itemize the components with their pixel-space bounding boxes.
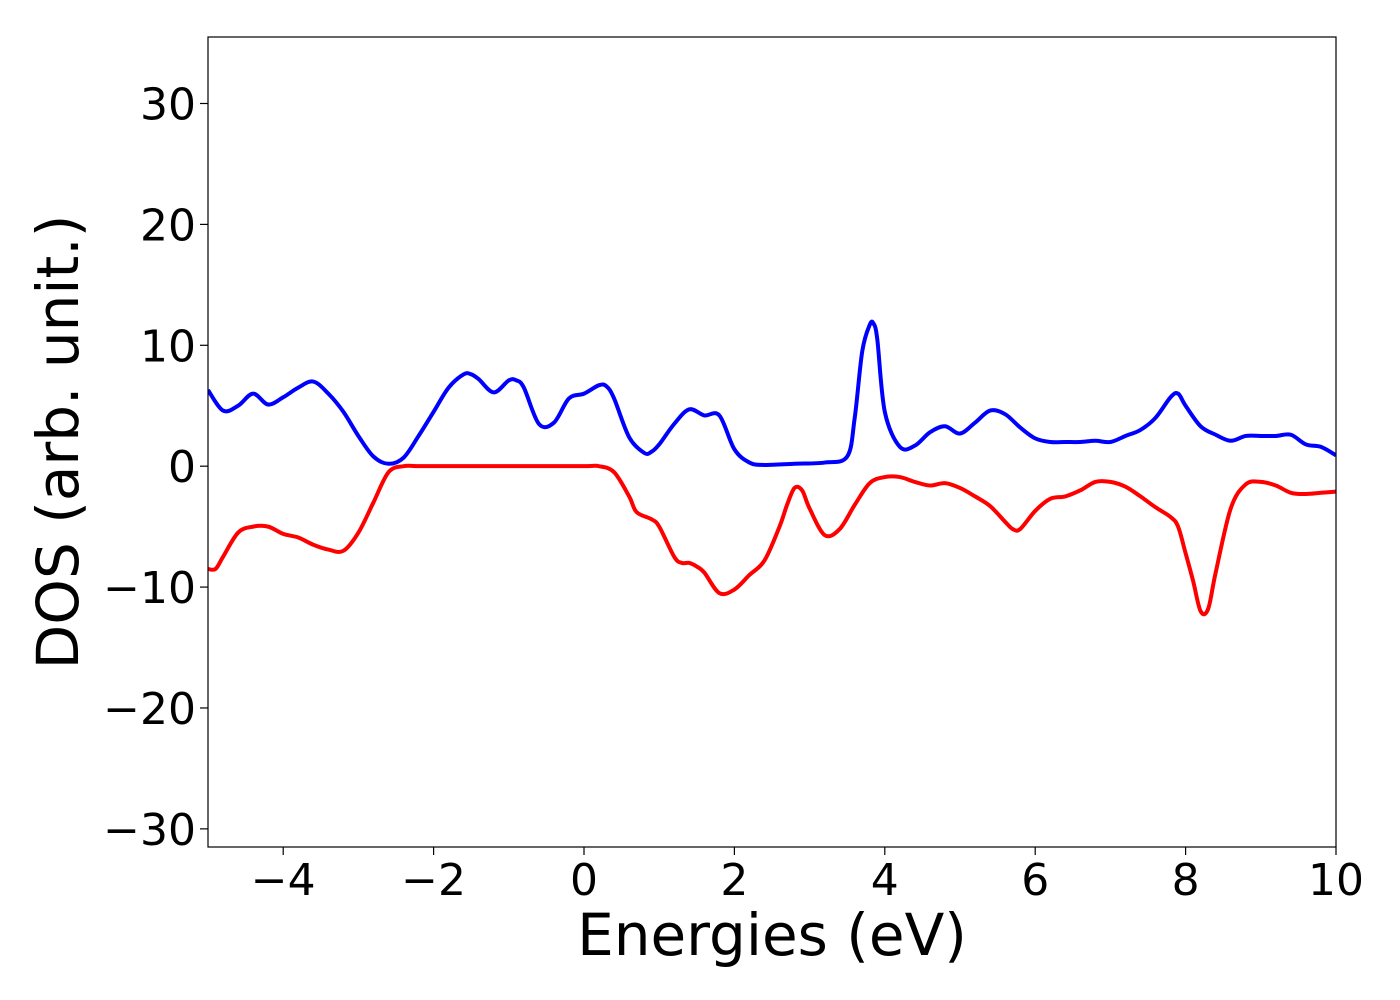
x-tick-label: 10	[1308, 855, 1364, 906]
y-tick-label: 30	[140, 79, 196, 130]
dos-spin-down-line	[208, 463, 1336, 617]
y-axis-title: DOS (arb. unit.)	[24, 215, 92, 670]
y-tick-label: 10	[140, 321, 196, 372]
series-layer	[208, 319, 1336, 617]
axes-layer	[207, 36, 1337, 848]
y-tick-label: −30	[103, 805, 196, 856]
x-tick-label: 4	[871, 855, 899, 906]
x-tick-label: −4	[251, 855, 316, 906]
x-axis-title: Energies (eV)	[577, 901, 967, 969]
x-tick-label: 0	[570, 855, 598, 906]
y-tick-label: 0	[168, 442, 196, 493]
y-tick-label: 20	[140, 200, 196, 251]
y-tick-label: −10	[103, 563, 196, 614]
x-tick-label: 2	[720, 855, 748, 906]
dos-spin-up-line	[208, 319, 1336, 467]
x-tick-label: 8	[1172, 855, 1200, 906]
plot-frame	[207, 36, 1337, 848]
x-tick-label: 6	[1021, 855, 1049, 906]
x-tick-label: −2	[401, 855, 466, 906]
y-tick-label: −20	[103, 684, 196, 735]
